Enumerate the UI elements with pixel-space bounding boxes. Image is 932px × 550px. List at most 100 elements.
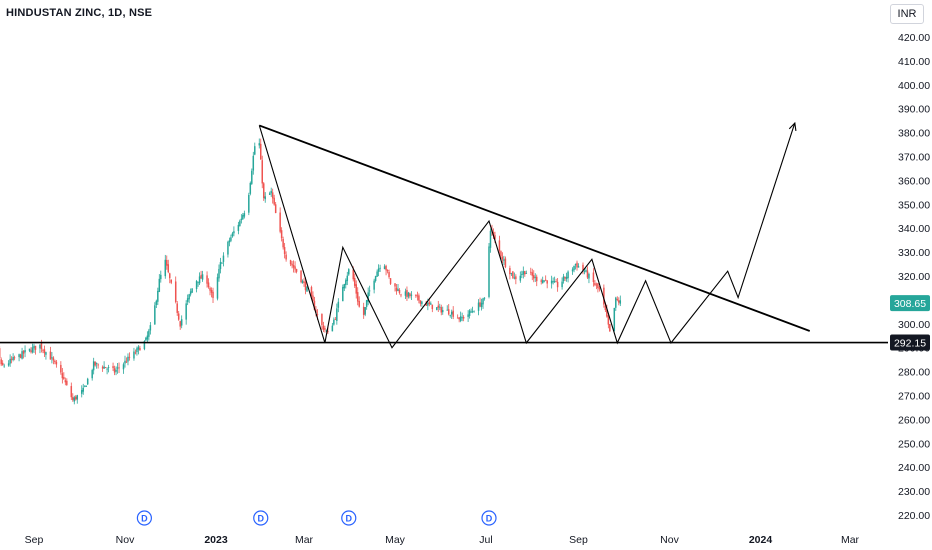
candle	[410, 291, 413, 301]
candle	[95, 362, 98, 369]
candle-body	[94, 361, 96, 366]
candle-body	[489, 230, 492, 248]
candle-body	[576, 262, 578, 268]
candle	[607, 315, 610, 329]
candle	[331, 322, 334, 332]
candle-body	[428, 302, 431, 305]
candle-body	[556, 281, 559, 288]
candle-body	[149, 325, 152, 331]
candle	[13, 355, 16, 361]
price-tick-label: 280.00	[898, 367, 930, 379]
candle-body	[283, 247, 286, 254]
candle	[197, 281, 199, 287]
candle-body	[400, 294, 402, 296]
candle-body	[615, 297, 617, 308]
candle	[442, 306, 444, 315]
candle	[510, 272, 513, 276]
candle-body	[200, 275, 202, 279]
candle	[104, 367, 107, 369]
candle-body	[104, 367, 107, 369]
candle-body	[470, 311, 472, 313]
candle	[115, 366, 117, 376]
candle	[166, 255, 168, 270]
candle-body	[289, 260, 292, 265]
candle-body	[210, 289, 213, 293]
candle	[137, 345, 140, 355]
candle-body	[80, 390, 83, 394]
candle-body	[43, 349, 46, 354]
candle-body	[431, 304, 434, 310]
candle-body	[379, 267, 381, 269]
candle-body	[145, 337, 147, 341]
candle-body	[419, 300, 422, 304]
candle	[179, 320, 181, 330]
candle	[597, 283, 599, 293]
level-price-tag-bg	[890, 334, 930, 351]
candle	[185, 300, 187, 325]
candle-body	[406, 290, 408, 298]
candle	[561, 277, 563, 290]
candle-body	[7, 363, 10, 366]
candle-body	[473, 311, 475, 313]
candle	[258, 138, 261, 149]
candle-body	[242, 215, 244, 220]
candle	[452, 306, 454, 320]
currency-button[interactable]: INR	[890, 4, 924, 24]
candle	[473, 310, 475, 313]
candle	[252, 151, 255, 175]
candle-body	[416, 295, 419, 297]
dividend-marker[interactable]: D	[481, 510, 497, 526]
candle-body	[177, 313, 180, 320]
candle	[543, 280, 545, 283]
candle	[509, 265, 511, 280]
time-tick-label: 2024	[749, 534, 773, 546]
candle-body	[188, 294, 190, 300]
candle	[447, 304, 450, 316]
dividend-marker[interactable]: D	[341, 510, 357, 526]
candle	[160, 270, 162, 283]
candle	[249, 181, 252, 196]
candle	[482, 297, 484, 309]
dividend-marker[interactable]: D	[136, 510, 152, 526]
candle	[3, 363, 5, 368]
candle	[562, 273, 565, 284]
candle	[292, 260, 295, 273]
candle-body	[222, 255, 225, 262]
candle	[239, 219, 241, 227]
candle	[195, 279, 198, 293]
dividend-marker[interactable]: D	[253, 510, 269, 526]
candle-body	[143, 341, 146, 350]
candle	[470, 308, 472, 314]
price-tick-label: 330.00	[898, 247, 930, 259]
candle-body	[221, 262, 223, 264]
candle-body	[136, 348, 138, 353]
candle	[283, 242, 286, 259]
candle	[49, 346, 52, 360]
candle	[51, 352, 53, 364]
candle	[30, 347, 32, 354]
candle	[321, 313, 323, 330]
candle-body	[52, 357, 55, 361]
candle	[12, 353, 14, 362]
candle	[101, 365, 104, 372]
candle-body	[291, 263, 293, 266]
candle	[468, 309, 471, 319]
candle	[530, 267, 532, 276]
candle-body	[45, 352, 47, 355]
candle	[242, 212, 244, 220]
time-tick-label: Jul	[479, 534, 492, 546]
candle	[125, 357, 128, 364]
candle	[373, 278, 375, 294]
candle-body	[342, 286, 344, 302]
candle	[564, 276, 566, 282]
candle-body	[550, 280, 553, 284]
candle-body	[179, 321, 181, 327]
candle-body	[450, 311, 453, 315]
candle-body	[0, 359, 2, 365]
candle-body	[389, 278, 392, 284]
candle	[598, 285, 601, 292]
arrow-head	[788, 121, 797, 132]
candle	[233, 226, 235, 237]
